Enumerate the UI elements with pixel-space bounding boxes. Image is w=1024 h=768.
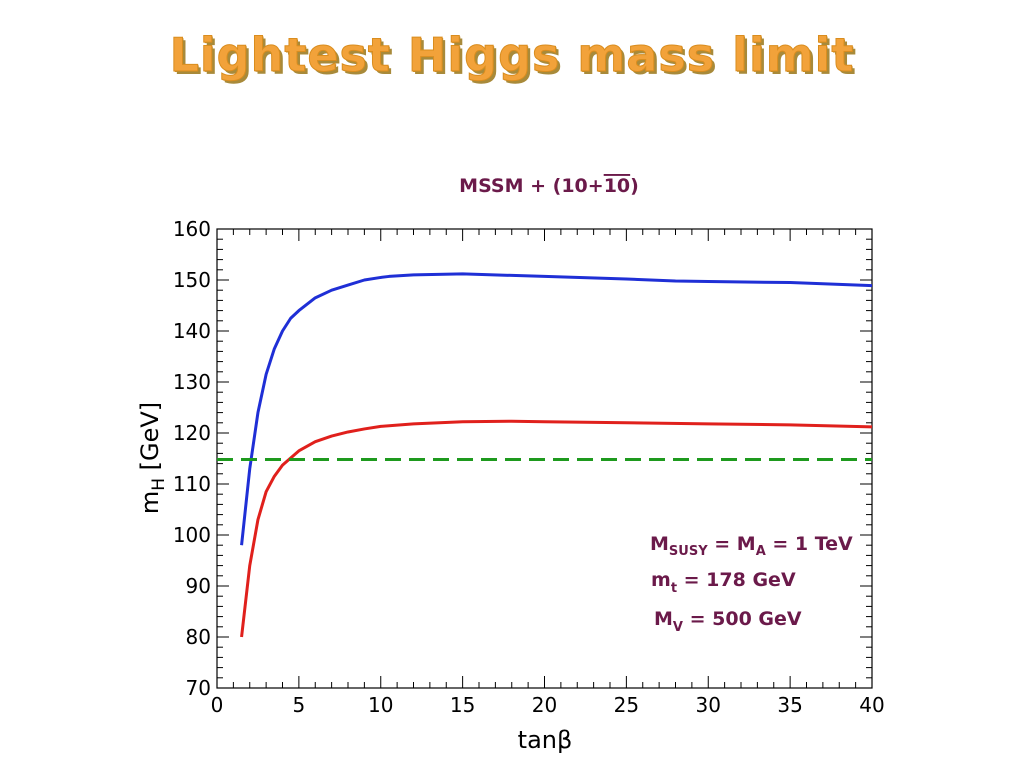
y-tick-label: 150 xyxy=(173,268,211,292)
y-axis-title: mH [GeV] xyxy=(136,402,169,514)
x-tick-label: 25 xyxy=(614,693,639,717)
axis-ticks: 0 5 10 15 20 25 30 35 40 70 80 90 100 110 120 130 140 150… xyxy=(173,217,885,717)
annotation-mv: MV = 500 GeV xyxy=(654,608,802,635)
svg-text:MSSM + (10+10): MSSM + (10+10) xyxy=(459,175,639,197)
blue-series-line xyxy=(240,272,873,546)
y-tick-label: 110 xyxy=(173,472,211,496)
y-axis-title-main: m xyxy=(136,491,164,514)
annotation-mt: mt = 178 GeV xyxy=(651,569,796,596)
y-tick-label: 160 xyxy=(173,217,211,241)
plot-title-prefix: MSSM + (10+ xyxy=(459,175,604,197)
y-axis-title-sub: H xyxy=(149,478,169,491)
plot-title-suffix: ) xyxy=(630,175,639,197)
plot-title: MSSM + (10+10) xyxy=(459,175,639,197)
x-tick-label: 0 xyxy=(211,693,224,717)
y-axis-title-rest: [GeV] xyxy=(136,402,164,478)
y-tick-label: 120 xyxy=(173,421,211,445)
annotations: MSUSY = MA = 1 TeV mt = 178 GeV MV = 500… xyxy=(650,533,853,635)
y-tick-label: 140 xyxy=(173,319,211,343)
y-tick-label: 80 xyxy=(186,625,211,649)
x-tick-label: 10 xyxy=(368,693,393,717)
x-tick-label: 30 xyxy=(696,693,721,717)
red-series-line xyxy=(240,419,873,638)
y-tick-label: 130 xyxy=(173,370,211,394)
series-layer xyxy=(217,272,873,638)
slide-title: Lightest Higgs mass limit xyxy=(169,28,855,83)
annotation-msusy: MSUSY = MA = 1 TeV xyxy=(650,533,853,559)
y-tick-label: 90 xyxy=(186,574,211,598)
x-tick-label: 20 xyxy=(532,693,557,717)
x-tick-label: 35 xyxy=(777,693,802,717)
y-tick-label: 70 xyxy=(186,676,211,700)
plot-title-overlined: 10 xyxy=(604,175,630,197)
x-axis-title: tanβ xyxy=(518,726,573,754)
x-tick-label: 5 xyxy=(293,693,306,717)
y-tick-label: 100 xyxy=(173,523,211,547)
x-tick-label: 40 xyxy=(859,693,884,717)
x-tick-label: 15 xyxy=(450,693,475,717)
